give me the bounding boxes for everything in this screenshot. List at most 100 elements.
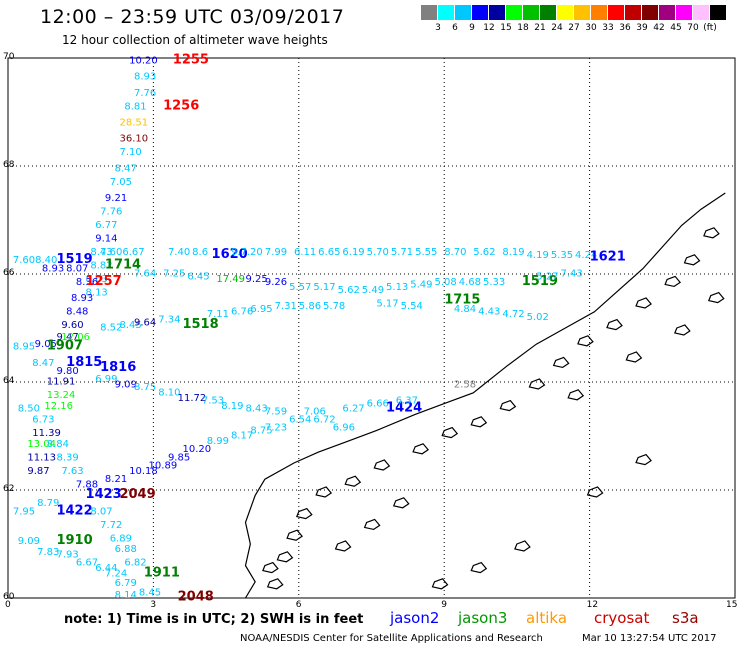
island-outline [373, 459, 391, 471]
pass-time-label: 1715 [444, 293, 480, 308]
wave-height-value: 13.04 [27, 439, 56, 450]
wave-height-value: 9.09 [18, 536, 40, 547]
wave-height-value: 9.05 [35, 339, 57, 350]
scale-label: 18 [517, 23, 529, 33]
lat-tick-label: 64 [3, 376, 15, 386]
island-outline [635, 297, 652, 309]
scale-swatch [574, 5, 590, 20]
wave-height-value: 8.50 [18, 404, 40, 415]
lon-tick-label: 12 [586, 600, 599, 610]
wave-height-value: 6.99 [95, 374, 117, 385]
wave-height-value: 17.49 [216, 274, 245, 285]
island-outline [295, 507, 313, 520]
wave-height-value: 8.52 [100, 323, 122, 334]
scale-swatch [506, 5, 522, 20]
wave-height-value: 7.34 [158, 315, 180, 326]
lat-tick-label: 66 [3, 268, 15, 278]
wave-height-value: 8.19 [221, 401, 243, 412]
wave-height-value: 13.24 [47, 390, 76, 401]
island-outline [586, 486, 604, 498]
pass-time-label: 1911 [144, 565, 180, 580]
scale-swatch [625, 5, 641, 20]
wave-height-value: 9.14 [95, 234, 117, 245]
wave-height-value: 9.80 [56, 366, 78, 377]
wave-height-value: 5.17 [376, 298, 398, 309]
wave-height-value: 5.08 [435, 277, 457, 288]
wave-height-value: 5.86 [299, 301, 321, 312]
wave-height-value: 8.07 [66, 263, 88, 274]
pass-time-label: 2049 [119, 487, 155, 502]
scale-swatch [591, 5, 607, 20]
wave-height-value: 4.24 [575, 250, 597, 261]
scale-label: 70 [687, 23, 699, 33]
wave-height-value: 8.75 [134, 382, 156, 393]
wave-height-value: 7.59 [265, 406, 287, 417]
wave-height-value: 8.93 [42, 263, 64, 274]
legend-jason3: jason3 [458, 609, 508, 627]
wave-height-value: 8.21 [105, 474, 127, 485]
pass-time-label: 1621 [590, 250, 626, 265]
wave-height-value: 6.72 [313, 415, 335, 426]
wave-height-value: 6.76 [231, 307, 253, 318]
wave-height-value: 11.91 [47, 377, 76, 388]
lat-tick-label: 68 [3, 160, 15, 170]
wave-height-value: 7.95 [13, 506, 35, 517]
wave-height-value: 7.99 [265, 247, 287, 258]
scale-swatch [676, 5, 692, 20]
wave-height-value: 5.62 [473, 247, 495, 258]
scale-label: 21 [534, 23, 546, 33]
wave-height-value: 10.20 [182, 444, 211, 455]
wave-height-value: 4.72 [502, 309, 524, 320]
wave-height-value: 6.95 [250, 304, 272, 315]
wave-height-value: 8.43 [90, 247, 112, 258]
wave-height-value: 8.45 [139, 587, 161, 598]
wave-height-value: 9.7.20 [231, 247, 263, 258]
wave-height-value: 8.36 [76, 277, 98, 288]
wave-height-value: 7.24 [105, 568, 127, 579]
wave-height-value: 7.43 [561, 269, 583, 280]
wave-height-value: 4.84 [454, 304, 476, 315]
wave-height-value: 12.06 [61, 332, 90, 343]
legend-cryosat: cryosat [594, 609, 650, 627]
wave-height-value: 8.70 [444, 247, 466, 258]
wave-height-value: 8.95 [13, 342, 35, 353]
wave-height-value: 8.75 [250, 425, 272, 436]
wave-height-value: 9.47 [56, 332, 78, 343]
wave-height-value: 8.14 [115, 590, 137, 601]
wave-height-value: 6.11 [294, 247, 316, 258]
pass-time-label: 1714 [105, 258, 141, 273]
wave-height-value: 8.82 [90, 261, 112, 272]
wave-height-value: 4.43 [478, 307, 500, 318]
wave-height-value: 7.40 [168, 247, 190, 258]
wave-height-value: 10.18 [129, 466, 158, 477]
wave-height-value: 36.10 [119, 134, 148, 145]
island-outline [412, 443, 430, 455]
pass-time-label: 1257 [86, 274, 122, 289]
page-title: 12:00 – 23:59 UTC 03/09/2017 [40, 6, 345, 28]
scale-swatch [557, 5, 573, 20]
scale-label: 24 [551, 23, 563, 33]
pass-time-label: 1907 [47, 339, 83, 354]
wave-height-value: 7.64 [134, 269, 156, 280]
wave-height-value: 5.13 [386, 282, 408, 293]
wave-height-value: 7.10 [119, 147, 141, 158]
wave-height-value: 6.54 [289, 415, 311, 426]
wave-height-value: 7.06 [304, 406, 326, 417]
island-outline [262, 561, 279, 574]
wave-height-value: 7.11 [207, 309, 229, 320]
island-outline [315, 486, 333, 498]
island-outline [683, 254, 701, 266]
island-outline [266, 578, 284, 590]
wave-height-value: 6.96 [333, 423, 355, 434]
island-outline [703, 227, 720, 239]
scale-label: 27 [568, 23, 580, 33]
wave-height-value: 28.51 [119, 118, 148, 129]
wave-height-value: 8.45 [119, 320, 141, 331]
lat-tick-label: 60 [3, 592, 15, 602]
wave-height-value: 9.09 [115, 379, 137, 390]
island-outline [470, 561, 488, 574]
scale-swatch [421, 5, 437, 20]
wave-height-value: 5.78 [323, 301, 345, 312]
wave-height-value: 7.83 [37, 547, 59, 558]
